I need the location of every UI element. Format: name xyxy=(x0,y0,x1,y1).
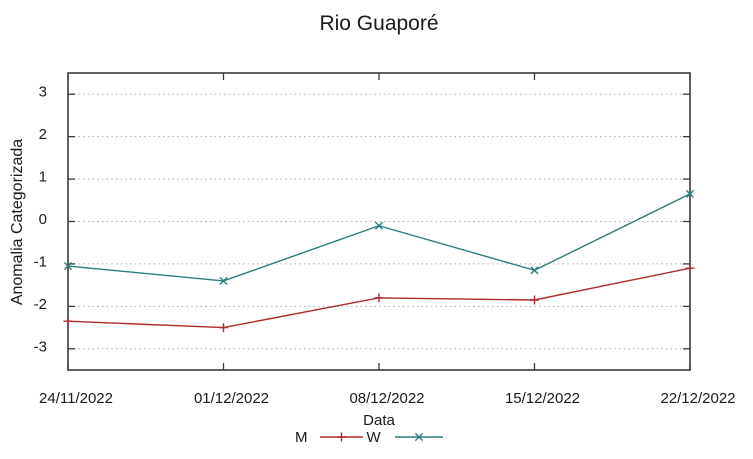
data-point-marker-w xyxy=(219,276,228,285)
legend-sample-line-m xyxy=(319,432,363,442)
y-tick-label: 0 xyxy=(39,211,47,228)
y-tick-label: -3 xyxy=(34,338,47,355)
data-point-marker-m xyxy=(685,263,695,273)
data-point-marker-m xyxy=(219,323,228,333)
x-axis-label: Data xyxy=(363,412,395,429)
data-point-marker-w xyxy=(685,189,695,199)
x-tick-label: 08/12/2022 xyxy=(349,390,424,407)
legend-label-m: M xyxy=(295,428,308,446)
y-tick-label: -1 xyxy=(34,253,47,270)
series-line-w xyxy=(67,193,691,282)
data-point-marker-m xyxy=(374,293,384,303)
y-tick-label: 3 xyxy=(39,84,47,101)
legend-sample-line-w xyxy=(394,432,443,442)
legend-sample-marker xyxy=(414,432,423,442)
legend-sample-marker xyxy=(336,432,346,442)
x-tick-label: 22/12/2022 xyxy=(660,390,735,407)
plot-border xyxy=(67,72,691,371)
data-point-marker-m xyxy=(63,316,73,326)
chart-title: Rio Guaporé xyxy=(319,12,439,35)
x-tick-label: 01/12/2022 xyxy=(194,390,269,407)
data-point-marker-w xyxy=(530,266,539,275)
data-point-marker-w xyxy=(374,221,384,230)
x-tick-label: 24/11/2022 xyxy=(39,390,113,407)
legend-label-w: W xyxy=(366,428,381,446)
data-point-marker-w xyxy=(63,261,73,271)
x-tick-label: 15/12/2022 xyxy=(505,390,580,407)
y-tick-label: -2 xyxy=(34,296,47,313)
y-tick-label: 1 xyxy=(39,169,47,186)
y-tick-label: 2 xyxy=(39,126,47,143)
legend: M W xyxy=(295,428,443,446)
data-point-marker-m xyxy=(530,295,539,305)
